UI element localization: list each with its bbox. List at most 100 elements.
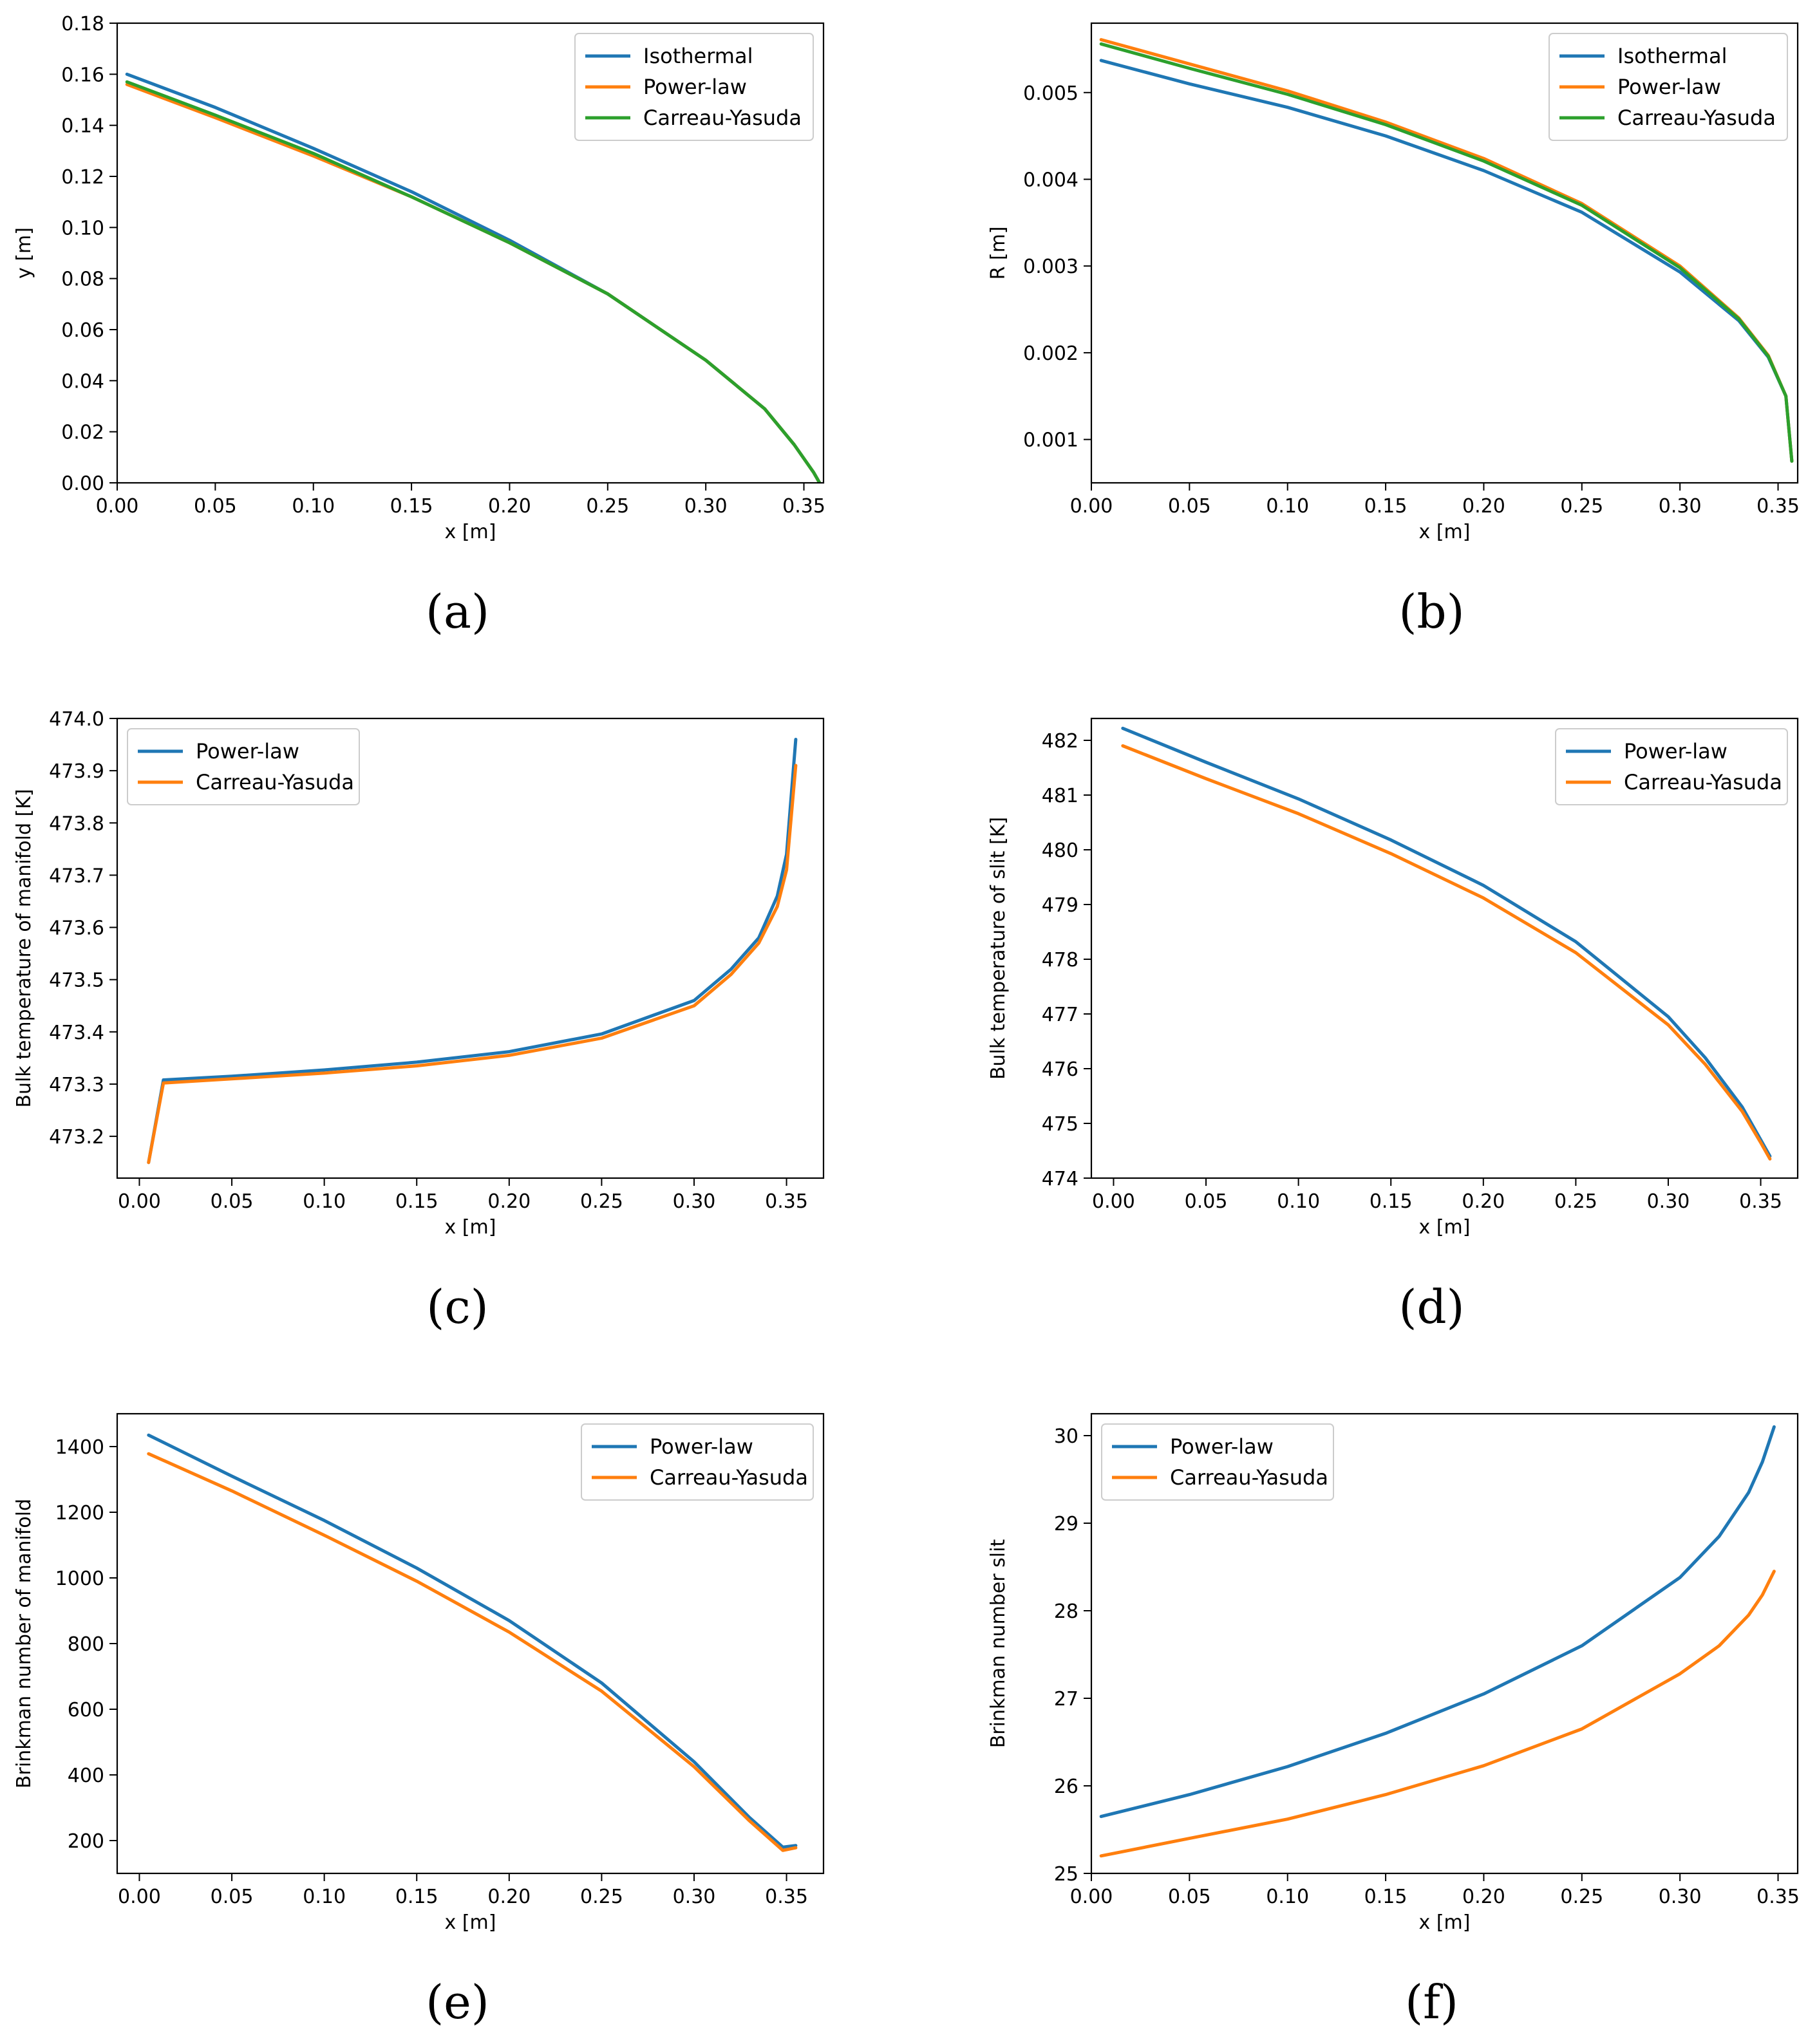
legend-box (1549, 33, 1788, 141)
x-tick-label: 0.25 (1560, 495, 1603, 518)
x-tick-label: 0.10 (1266, 495, 1309, 518)
x-tick-label: 0.05 (194, 495, 237, 518)
x-tick-label: 0.30 (1659, 1886, 1702, 1908)
legend-entry: Power-law (196, 739, 299, 764)
series-group (147, 1433, 798, 1852)
x-tick-label: 0.10 (1277, 1190, 1320, 1213)
legend-entry: Power-law (650, 1434, 753, 1459)
y-tick-label: 477 (1042, 1004, 1078, 1026)
x-axis-label: x [m] (445, 1911, 496, 1934)
y-tick-label: 800 (68, 1633, 104, 1656)
x-tick-label: 0.25 (580, 1886, 623, 1908)
y-tick-label: 474 (1042, 1168, 1078, 1190)
y-tick-label: 473.7 (49, 865, 104, 887)
y-tick-label: 0.16 (61, 64, 104, 86)
x-tick-label: 0.10 (1266, 1886, 1309, 1908)
x-tick-label: 0.00 (1070, 495, 1113, 518)
x-tick-label: 0.00 (118, 1190, 161, 1213)
x-tick-label: 0.15 (390, 495, 433, 518)
x-tick-label: 0.10 (303, 1886, 346, 1908)
x-tick-label: 0.35 (1739, 1190, 1782, 1213)
y-tick-label: 400 (68, 1765, 104, 1787)
x-tick-label: 0.20 (487, 1190, 531, 1213)
chart-a: 0.00 0.05 0.10 0.15 0.20 0.25 0.30 0.35 0.00 0.02… (13, 13, 825, 639)
legend-entry: Carreau-Yasuda (1170, 1465, 1328, 1490)
y-tick-label: 0.02 (61, 422, 104, 444)
axes-frame (116, 717, 825, 1179)
y-tick-label: 600 (68, 1699, 104, 1721)
legend: Power-law Carreau-Yasuda (581, 1423, 814, 1501)
y-axis-label: Brinkman number of manifold (13, 1499, 35, 1788)
x-tick-label: 0.00 (1070, 1886, 1113, 1908)
legend-entry: Carreau-Yasuda (1617, 106, 1776, 130)
panel-label: (f) (1405, 1975, 1458, 2029)
y-tick-label: 0.10 (61, 217, 104, 239)
x-tick-label: 0.10 (303, 1190, 346, 1213)
x-tick-label: 0.30 (673, 1190, 716, 1213)
y-tick-label: 475 (1042, 1113, 1078, 1136)
x-tick-label: 0.15 (395, 1190, 438, 1213)
y-tick-label: 473.4 (49, 1022, 104, 1044)
y-tick-label: 0.003 (1023, 256, 1078, 278)
x-tick-label: 0.15 (1364, 495, 1407, 518)
series-line-power-law (1099, 1425, 1776, 1819)
series-group (1099, 38, 1794, 463)
chart-b: 0.00 0.05 0.10 0.15 0.20 0.25 0.30 0.35 0.001 0.0… (987, 22, 1800, 639)
y-tick-label: 481 (1042, 785, 1078, 807)
y-tick-label: 0.08 (61, 268, 104, 291)
legend-box (1555, 728, 1788, 805)
axes-frame (116, 22, 825, 484)
legend-entry: Carreau-Yasuda (196, 770, 354, 794)
legend-entry: Carreau-Yasuda (1624, 770, 1782, 794)
x-tick-label: 0.00 (1092, 1190, 1135, 1213)
y-tick-label: 480 (1042, 839, 1078, 862)
x-tick-label: 0.05 (211, 1190, 254, 1213)
panel-label: (d) (1398, 1280, 1464, 1334)
series-line-carreau-yasuda (125, 80, 822, 483)
x-tick-label: 0.25 (586, 495, 629, 518)
x-tick-label: 0.00 (96, 495, 139, 518)
legend-entry: Power-law (1624, 739, 1728, 764)
y-tick-label: 0.04 (61, 370, 104, 393)
y-tick-label: 200 (68, 1830, 104, 1853)
series-line-power-law (1121, 726, 1772, 1158)
y-tick-label: 0.00 (61, 473, 104, 495)
x-axis-label: x [m] (1419, 1216, 1471, 1239)
x-tick-label: 0.20 (1462, 495, 1505, 518)
y-tick-label: 0.005 (1023, 82, 1078, 105)
x-tick-label: 0.05 (1185, 1190, 1228, 1213)
y-tick-label: 476 (1042, 1058, 1078, 1081)
series-group (1099, 1425, 1776, 1858)
x-tick-label: 0.25 (1560, 1886, 1603, 1908)
y-tick-label: 0.004 (1023, 169, 1078, 191)
x-tick-label: 0.25 (580, 1190, 623, 1213)
x-axis-label: x [m] (445, 1216, 496, 1239)
y-axis-label: Bulk temperature of slit [K] (987, 817, 1010, 1080)
y-tick-label: 0.14 (61, 115, 104, 138)
axes-frame (1090, 22, 1799, 484)
y-tick-label: 479 (1042, 894, 1078, 917)
x-tick-label: 0.30 (1647, 1190, 1690, 1213)
x-axis-label: x [m] (1419, 521, 1471, 543)
series-line-carreau-yasuda (1099, 1570, 1776, 1858)
legend-entry: Isothermal (1617, 44, 1727, 68)
x-tick-label: 0.35 (765, 1190, 808, 1213)
x-tick-label: 0.35 (1756, 495, 1800, 518)
x-tick-label: 0.20 (488, 495, 531, 518)
y-tick-label: 25 (1054, 1863, 1078, 1886)
x-axis-label: x [m] (1419, 1911, 1471, 1934)
y-tick-label: 1000 (55, 1568, 104, 1590)
y-tick-label: 473.8 (49, 812, 104, 835)
y-tick-label: 27 (1054, 1688, 1078, 1711)
x-tick-label: 0.15 (1370, 1190, 1413, 1213)
chart-e: 0.00 0.05 0.10 0.15 0.20 0.25 0.30 0.35 200 400 60… (13, 1412, 825, 2029)
y-tick-label: 0.12 (61, 166, 104, 189)
panel-label: (e) (426, 1975, 489, 2029)
series-group (147, 738, 798, 1165)
legend: Isothermal Power-law Carreau-Yasuda (574, 33, 814, 141)
axes-frame (1090, 717, 1799, 1179)
x-tick-label: 0.05 (211, 1886, 254, 1908)
legend: Power-law Carreau-Yasuda (1101, 1423, 1334, 1501)
y-tick-label: 478 (1042, 949, 1078, 971)
x-tick-label: 0.35 (1756, 1886, 1800, 1908)
